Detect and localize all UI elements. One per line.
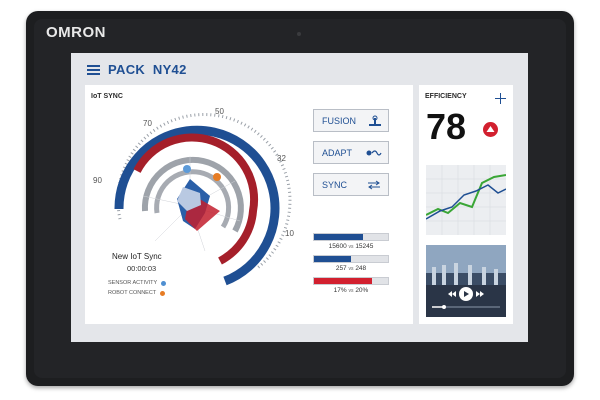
legend-sensor: SENSOR ACTIVITY [108,280,167,286]
gauge-tick-32: 32 [277,154,286,163]
camera-dot [297,32,301,36]
gray-arc-inner [154,169,232,229]
sync-gauge: 90 70 50 32 10 [93,107,294,286]
gauge-tick-ring [116,113,292,271]
adapt-button[interactable]: ADAPT [313,141,389,164]
adapt-wave-icon [366,149,382,156]
metric-3-value: 17% [333,287,347,294]
metric-2-vs: vs [348,266,354,272]
metric-bar-3-fill [314,278,372,284]
metric-bar-1 [313,233,389,241]
legend-sensor-label: SENSOR ACTIVITY [108,280,158,286]
metric-caption-1: 15600 vs 15245 [313,243,389,250]
robot-dot-icon [160,290,166,296]
robot-arm-icon [369,115,381,126]
video-player[interactable] [426,245,506,317]
fusion-button[interactable]: FUSION [313,109,389,132]
sync-title: New IoT Sync [112,252,162,261]
metric-1-value: 15600 [328,243,347,250]
brand-logo: OMRON [46,24,106,41]
sync-arrows-icon [368,180,380,189]
gauge-tick-70: 70 [143,119,152,128]
menu-icon[interactable] [87,64,100,75]
iot-sync-label: IoT SYNC [91,93,123,100]
robot-marker [213,173,221,181]
sensor-marker [183,165,191,173]
metric-bar-2 [313,255,389,263]
efficiency-value: 78 [426,106,467,147]
add-icon[interactable] [495,93,506,104]
metric-1-vs: vs [348,244,354,250]
trend-line-blue [425,184,507,220]
metric-bar-1-fill [314,234,363,240]
metric-caption-3: 17% vs 20% [313,287,389,294]
up-arrow-icon [483,122,498,137]
gauge-tick-50: 50 [215,107,224,116]
metric-3-target: 20% [355,287,369,294]
gray-arc-outer [141,156,244,233]
adapt-label: ADAPT [322,147,353,158]
hmi-screen: PACK NY42 IoT SYNC [71,53,528,342]
efficiency-trend-chart [425,165,507,235]
metric-2-value: 257 [335,265,347,272]
trend-line-green [425,174,507,216]
gauge-tick-90: 90 [93,176,102,185]
efficiency-label: EFFICIENCY [425,93,467,100]
red-arc [133,133,259,265]
legend-robot: ROBOT CONNECT [108,290,166,296]
top-bar: PACK NY42 [87,62,187,77]
sync-button[interactable]: SYNC [313,173,389,196]
gauge-tick-10: 10 [285,229,294,238]
outer-blue-arc [114,125,280,286]
legend-robot-label: ROBOT CONNECT [108,290,157,296]
metric-bar-3 [313,277,389,285]
metric-2-target: 248 [355,265,367,272]
sync-label: SYNC [322,179,348,190]
metric-bar-2-fill [314,256,351,262]
metric-3-vs: vs [348,288,354,294]
iot-sync-card: IoT SYNC [85,85,413,324]
page-title: PACK NY42 [108,62,187,77]
radar-light [177,187,201,211]
fusion-label: FUSION [322,115,357,126]
sensor-dot-icon [161,280,167,286]
efficiency-card: EFFICIENCY 78 [419,85,513,324]
metric-1-target: 15245 [355,243,374,250]
metric-caption-2: 257 vs 248 [313,265,389,272]
sync-time: 00:00:03 [127,264,157,273]
